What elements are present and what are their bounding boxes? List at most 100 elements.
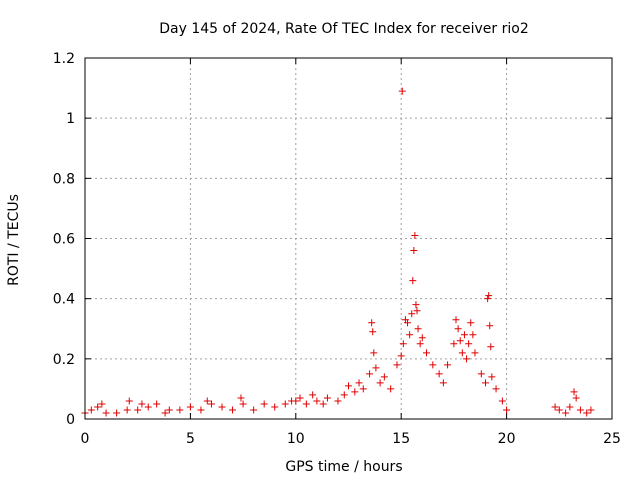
data-point <box>429 361 437 369</box>
data-point <box>207 400 215 408</box>
data-point <box>351 388 359 396</box>
data-point <box>485 292 493 300</box>
data-point <box>551 403 559 411</box>
plot-frame <box>84 57 613 420</box>
x-axis-label: GPS time / hours <box>285 459 402 475</box>
y-tick-label: 0.2 <box>53 352 75 368</box>
data-point <box>260 400 268 408</box>
data-point <box>197 406 205 414</box>
data-point <box>576 406 584 414</box>
data-point <box>467 319 475 327</box>
data-point <box>397 352 405 360</box>
data-point <box>186 403 194 411</box>
y-tick-label: 1.2 <box>53 51 75 67</box>
data-point <box>323 394 331 402</box>
data-point <box>359 385 367 393</box>
data-point <box>413 307 421 315</box>
data-point <box>482 379 490 387</box>
data-point <box>414 325 422 333</box>
grid-lines <box>85 58 612 419</box>
data-point <box>465 340 473 348</box>
data-point <box>94 403 102 411</box>
data-point <box>176 406 184 414</box>
x-tick-label: 10 <box>287 431 305 447</box>
x-tick-label: 0 <box>81 431 90 447</box>
data-point <box>239 400 247 408</box>
data-point <box>404 319 412 327</box>
data-point <box>113 409 121 417</box>
data-point <box>134 406 142 414</box>
data-point <box>566 403 574 411</box>
y-tick-label: 0.4 <box>53 292 75 308</box>
data-point <box>313 397 321 405</box>
data-point <box>498 397 506 405</box>
chart-title: Day 145 of 2024, Rate Of TEC Index for r… <box>159 21 529 37</box>
data-point <box>452 316 460 324</box>
data-point <box>296 394 304 402</box>
data-point <box>368 319 376 327</box>
data-point <box>562 409 570 417</box>
y-tick-label: 1 <box>66 111 75 127</box>
data-point <box>319 400 327 408</box>
data-point <box>409 277 417 285</box>
data-point <box>271 403 279 411</box>
data-point <box>281 400 289 408</box>
data-point <box>439 379 447 387</box>
data-point <box>587 406 595 414</box>
data-point <box>376 379 384 387</box>
data-point <box>435 370 443 378</box>
data-point <box>458 349 466 357</box>
x-tick-label: 15 <box>392 431 410 447</box>
x-tick-label: 20 <box>498 431 516 447</box>
data-point <box>456 337 464 345</box>
data-point <box>250 406 258 414</box>
data-point <box>393 361 401 369</box>
y-tick-label: 0.6 <box>53 232 75 248</box>
data-point <box>380 373 388 381</box>
data-point <box>487 343 495 351</box>
data-point <box>410 247 418 255</box>
data-point <box>488 373 496 381</box>
data-point <box>237 394 245 402</box>
data-point <box>345 382 352 390</box>
data-point <box>387 385 395 393</box>
data-point <box>125 397 133 405</box>
data-point <box>370 349 378 357</box>
y-tick-label: 0 <box>66 412 75 428</box>
data-point <box>412 301 420 309</box>
data-point <box>309 391 317 399</box>
data-point <box>418 334 426 342</box>
data-point <box>583 409 591 417</box>
data-point <box>340 391 348 399</box>
data-point <box>292 397 300 405</box>
data-point <box>503 406 511 414</box>
data-point <box>165 406 173 414</box>
x-tick-label: 25 <box>603 431 621 447</box>
data-point <box>450 340 458 348</box>
x-tick-label: 5 <box>186 431 195 447</box>
data-point <box>454 325 462 333</box>
data-point <box>123 406 131 414</box>
data-point <box>406 331 414 339</box>
data-point <box>492 385 500 393</box>
data-point <box>369 328 377 336</box>
data-point <box>153 400 161 408</box>
data-point <box>555 406 563 414</box>
data-point <box>477 370 485 378</box>
data-point <box>469 331 477 339</box>
data-point <box>398 87 406 95</box>
data-point <box>484 295 492 303</box>
data-point <box>422 349 430 357</box>
data-point <box>87 406 95 414</box>
data-point <box>334 397 342 405</box>
data-point <box>572 394 580 402</box>
data-point <box>408 310 416 318</box>
data-point <box>144 403 152 411</box>
data-point <box>203 397 211 405</box>
data-point <box>399 340 407 348</box>
data-point <box>355 379 363 387</box>
data-point <box>138 400 146 408</box>
y-tick-label: 0.8 <box>53 171 75 187</box>
axis-ticks: 0 5 10 15 20 25 0 0.2 0.4 0.6 0.8 1 1.2 <box>53 51 621 447</box>
